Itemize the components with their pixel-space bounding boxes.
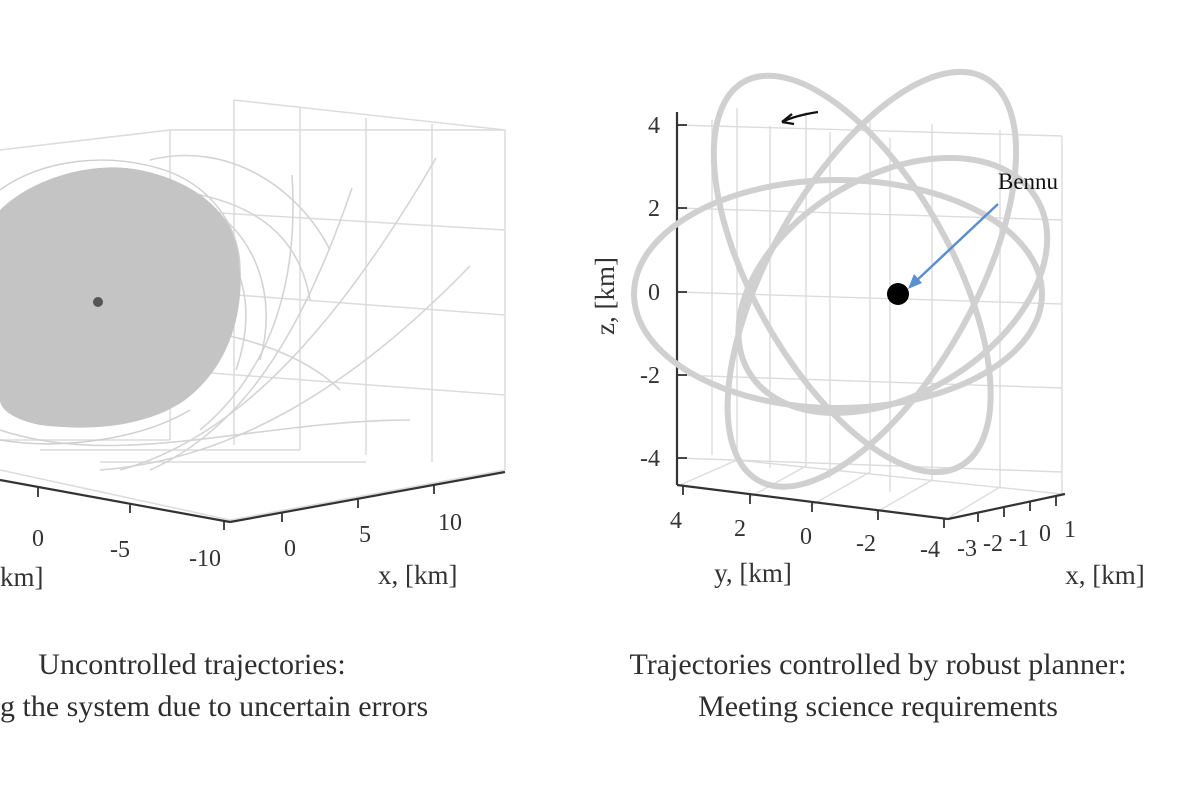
controlled-orbits xyxy=(631,68,1051,490)
left-trajectory-tails xyxy=(0,154,471,471)
bennu-label: Bennu xyxy=(998,169,1059,194)
orbit-ring xyxy=(724,68,1020,490)
right-z-tick: 0 xyxy=(648,280,660,306)
left-panel: 0 -5 -10 0 5 10 km] x, [km] Uncontrolled… xyxy=(0,99,506,723)
right-x-tick: -3 xyxy=(957,536,977,562)
right-z-tick: -4 xyxy=(640,446,660,472)
left-y-axis-label: km] xyxy=(0,562,44,592)
right-y-tick: -4 xyxy=(920,537,940,563)
right-y-tick: 4 xyxy=(670,508,682,534)
right-grid xyxy=(676,108,1063,518)
left-caption-line-2: g the system due to uncertain errors xyxy=(0,690,428,723)
right-z-tick: -2 xyxy=(640,363,660,389)
right-x-tick: -1 xyxy=(1009,526,1029,552)
right-x-axis-label: x, [km] xyxy=(1065,560,1144,590)
bennu-annotation-arrow xyxy=(908,203,999,289)
right-y-tick: 2 xyxy=(734,516,746,542)
right-x-tick: 1 xyxy=(1064,517,1076,543)
right-z-axis-label: z, [km] xyxy=(590,257,620,335)
right-caption-line-1: Trajectories controlled by robust planne… xyxy=(629,648,1126,681)
right-panel: Bennu 4 2 0 -2 -4 4 2 0 -2 -4 -3 -2 -1 0… xyxy=(590,68,1145,723)
right-y-tick: 0 xyxy=(800,524,812,550)
orbit-ring xyxy=(631,177,1045,411)
left-caption-line-1: Uncontrolled trajectories: xyxy=(38,648,345,681)
right-y-axis-label: y, [km] xyxy=(714,558,792,588)
right-caption-line-2: Meeting science requirements xyxy=(698,690,1058,723)
right-x-tick: 0 xyxy=(1039,521,1051,547)
right-y-tick: -2 xyxy=(856,531,876,557)
left-tick-marks xyxy=(37,484,435,530)
left-trajectory-cloud xyxy=(0,159,241,445)
left-x-tick: 5 xyxy=(359,522,371,548)
orbit-ring xyxy=(735,154,1051,416)
right-z-tick: 4 xyxy=(648,113,660,139)
right-z-tick: 2 xyxy=(648,196,660,222)
left-y-tick: 0 xyxy=(32,526,44,552)
left-x-axis-label: x, [km] xyxy=(378,560,457,590)
left-y-tick: -5 xyxy=(110,537,130,563)
left-axes xyxy=(0,470,506,524)
left-asteroid-marker xyxy=(93,297,103,307)
right-tick-marks xyxy=(677,124,1057,528)
orbit-ring xyxy=(710,72,994,476)
left-x-tick: 0 xyxy=(284,536,296,562)
left-x-tick: 10 xyxy=(438,510,462,536)
left-y-tick: -10 xyxy=(189,546,221,572)
right-x-tick: -2 xyxy=(983,531,1003,557)
rotation-arrow xyxy=(781,110,819,126)
bennu-asteroid xyxy=(887,283,909,305)
